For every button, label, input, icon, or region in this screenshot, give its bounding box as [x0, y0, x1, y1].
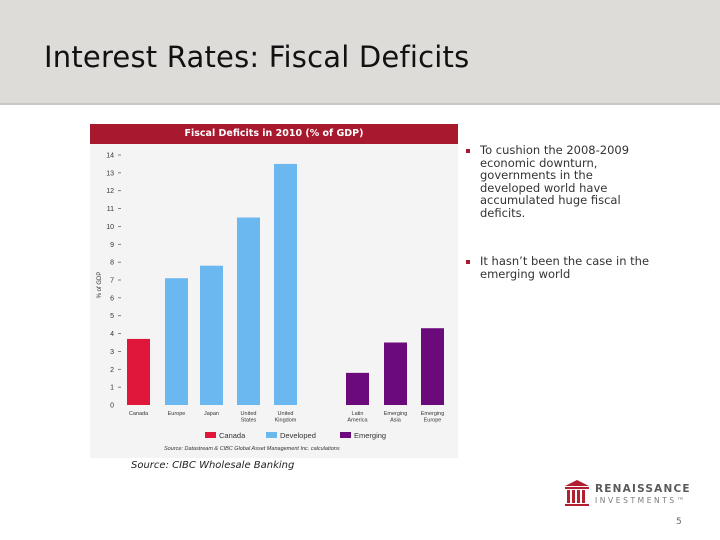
y-tick-label: 7 — [110, 278, 114, 285]
bullet-text: It hasn’t been the case in the emerging … — [480, 254, 650, 281]
y-tick-label: 10 — [106, 224, 114, 231]
bar — [237, 217, 260, 405]
y-tick-label: 3 — [110, 349, 114, 356]
legend-label: Emerging — [354, 431, 386, 440]
bar — [274, 163, 297, 405]
x-category-label: States — [241, 418, 257, 424]
bullet-icon — [466, 260, 470, 264]
y-tick-label: 8 — [110, 260, 114, 267]
source-note: Source: CIBC Wholesale Banking — [131, 460, 295, 471]
x-category-label: Emerging — [384, 411, 408, 417]
bar — [384, 342, 407, 405]
bar — [165, 278, 188, 405]
renaissance-logo: RENAISSANCE INVESTMENTS™ — [563, 479, 693, 509]
bullet-list: To cushion the 2008-2009 economic downtu… — [466, 144, 656, 316]
bar — [421, 328, 444, 405]
bar — [346, 372, 369, 405]
bullet-icon — [466, 149, 470, 153]
y-tick-label: 13 — [106, 170, 114, 177]
y-tick-label: 12 — [106, 188, 114, 195]
x-category-label: United — [278, 411, 294, 417]
legend-swatch — [266, 432, 277, 438]
bar — [127, 338, 150, 405]
page-number: 5 — [676, 517, 682, 527]
y-tick-label: 11 — [107, 206, 114, 213]
logo-subtitle: INVESTMENTS™ — [595, 496, 687, 505]
bullet-item: To cushion the 2008-2009 economic downtu… — [466, 144, 656, 219]
y-tick-label: 1 — [110, 385, 114, 392]
legend-swatch — [340, 432, 351, 438]
chart-title: Fiscal Deficits in 2010 (% of GDP) — [90, 124, 458, 144]
x-category-label: Canada — [129, 411, 149, 417]
logo-name: RENAISSANCE — [595, 483, 691, 495]
chart-source: Source: Datastream & CIBC Global Asset M… — [164, 446, 340, 452]
x-category-label: Kingdom — [275, 418, 297, 424]
bullet-text: To cushion the 2008-2009 economic downtu… — [480, 143, 630, 220]
y-tick-label: 0 — [110, 403, 114, 410]
x-category-label: Asia — [390, 418, 402, 424]
y-tick-label: 6 — [110, 295, 114, 302]
y-tick-label: 4 — [110, 331, 114, 338]
x-category-label: Europe — [168, 411, 186, 417]
legend-label: Developed — [280, 431, 316, 440]
x-category-label: Emerging — [421, 411, 445, 417]
x-category-label: Japan — [204, 411, 219, 417]
y-tick-label: 2 — [110, 367, 114, 374]
x-category-label: Latin — [352, 411, 364, 417]
x-category-label: Europe — [424, 418, 442, 424]
slide-title: Interest Rates: Fiscal Deficits — [44, 40, 470, 74]
legend-label: Canada — [219, 431, 246, 440]
y-axis-label: % of GDP — [97, 272, 103, 299]
y-tick-label: 14 — [106, 153, 114, 160]
y-tick-label: 5 — [110, 313, 114, 320]
title-bar: Interest Rates: Fiscal Deficits — [0, 0, 720, 105]
pillars-logo-icon — [565, 480, 589, 506]
bar — [200, 265, 223, 405]
bullet-item: It hasn’t been the case in the emerging … — [466, 255, 656, 280]
y-tick-label: 9 — [110, 242, 114, 249]
legend-swatch — [205, 432, 216, 438]
x-category-label: America — [347, 418, 368, 424]
x-category-label: United — [241, 411, 257, 417]
